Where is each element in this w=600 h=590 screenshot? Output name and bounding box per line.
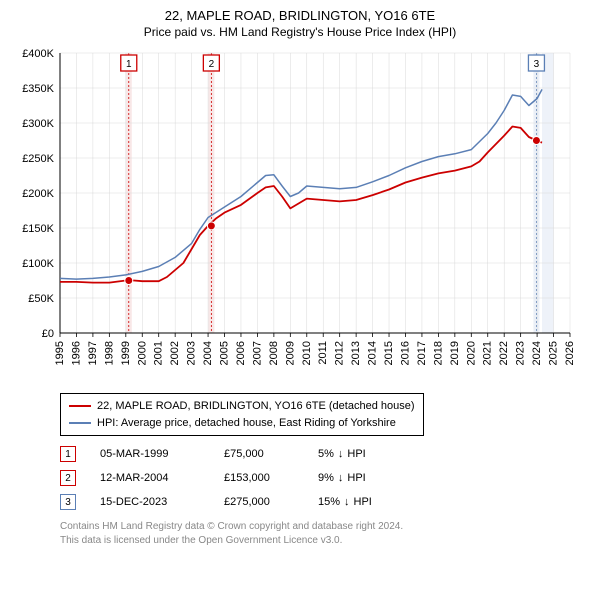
chart-subtitle: Price paid vs. HM Land Registry's House …: [12, 25, 588, 39]
footer-line-2: This data is licensed under the Open Gov…: [60, 534, 588, 548]
chart-header: 22, MAPLE ROAD, BRIDLINGTON, YO16 6TE Pr…: [12, 8, 588, 39]
sale-badge: 1: [60, 446, 76, 462]
sale-badge: 3: [60, 494, 76, 510]
svg-text:£300K: £300K: [22, 118, 54, 130]
svg-text:2014: 2014: [367, 341, 379, 365]
sale-price: £75,000: [224, 448, 294, 460]
svg-text:£400K: £400K: [22, 48, 54, 60]
arrow-down-icon: ↓: [338, 472, 344, 484]
legend-swatch: [69, 422, 91, 424]
svg-text:2007: 2007: [251, 341, 263, 365]
svg-text:2025: 2025: [548, 341, 560, 365]
svg-text:2023: 2023: [515, 341, 527, 365]
sale-row: 3 15-DEC-2023 £275,000 15% ↓ HPI: [60, 494, 588, 510]
svg-text:1999: 1999: [120, 341, 132, 365]
sale-delta: 9% ↓ HPI: [318, 472, 366, 484]
legend-item: 22, MAPLE ROAD, BRIDLINGTON, YO16 6TE (d…: [69, 398, 415, 415]
svg-text:2001: 2001: [153, 341, 165, 365]
svg-text:2008: 2008: [268, 341, 280, 365]
legend-item: HPI: Average price, detached house, East…: [69, 415, 415, 432]
svg-text:1997: 1997: [87, 341, 99, 365]
svg-text:2: 2: [209, 59, 215, 70]
svg-text:£200K: £200K: [22, 188, 54, 200]
sale-price: £153,000: [224, 472, 294, 484]
chart-title: 22, MAPLE ROAD, BRIDLINGTON, YO16 6TE: [12, 8, 588, 23]
sale-date: 05-MAR-1999: [100, 448, 200, 460]
svg-text:£0: £0: [42, 328, 54, 340]
sale-date: 15-DEC-2023: [100, 496, 200, 508]
svg-text:2000: 2000: [136, 341, 148, 365]
svg-text:2013: 2013: [350, 341, 362, 365]
svg-text:1998: 1998: [103, 341, 115, 365]
license-footer: Contains HM Land Registry data © Crown c…: [60, 520, 588, 548]
svg-text:2010: 2010: [301, 341, 313, 365]
svg-text:2004: 2004: [202, 341, 214, 365]
footer-line-1: Contains HM Land Registry data © Crown c…: [60, 520, 588, 534]
svg-text:2002: 2002: [169, 341, 181, 365]
svg-text:2016: 2016: [399, 341, 411, 365]
svg-text:2022: 2022: [498, 341, 510, 365]
svg-text:£50K: £50K: [28, 293, 54, 305]
legend-label: 22, MAPLE ROAD, BRIDLINGTON, YO16 6TE (d…: [97, 398, 415, 415]
svg-text:£350K: £350K: [22, 83, 54, 95]
legend: 22, MAPLE ROAD, BRIDLINGTON, YO16 6TE (d…: [60, 393, 424, 436]
sale-price: £275,000: [224, 496, 294, 508]
svg-text:2006: 2006: [235, 341, 247, 365]
svg-text:£150K: £150K: [22, 223, 54, 235]
arrow-down-icon: ↓: [344, 496, 350, 508]
svg-text:2019: 2019: [449, 341, 461, 365]
chart-area: £0 £50K £100K £150K £200K £250K £300K £350K £400…: [12, 45, 588, 385]
legend-label: HPI: Average price, detached house, East…: [97, 415, 396, 432]
svg-text:1996: 1996: [70, 341, 82, 365]
svg-text:1: 1: [126, 59, 132, 70]
svg-text:3: 3: [534, 59, 540, 70]
legend-swatch: [69, 405, 91, 407]
sales-table: 1 05-MAR-1999 £75,000 5% ↓ HPI 2 12-MAR-2004 £…: [60, 446, 588, 510]
sale-delta: 15% ↓ HPI: [318, 496, 372, 508]
svg-text:2018: 2018: [432, 341, 444, 365]
line-chart: £0 £50K £100K £150K £200K £250K £300K £350K £400…: [12, 45, 588, 385]
svg-text:2024: 2024: [531, 341, 543, 365]
svg-text:2015: 2015: [383, 341, 395, 365]
sale-row: 1 05-MAR-1999 £75,000 5% ↓ HPI: [60, 446, 588, 462]
sale-delta: 5% ↓ HPI: [318, 448, 366, 460]
svg-text:2026: 2026: [564, 341, 576, 365]
sale-row: 2 12-MAR-2004 £153,000 9% ↓ HPI: [60, 470, 588, 486]
svg-text:1995: 1995: [54, 341, 66, 365]
sale-badge: 2: [60, 470, 76, 486]
svg-text:2012: 2012: [334, 341, 346, 365]
svg-text:2020: 2020: [465, 341, 477, 365]
arrow-down-icon: ↓: [338, 448, 344, 460]
svg-text:2011: 2011: [317, 341, 329, 365]
svg-text:2005: 2005: [219, 341, 231, 365]
sale-date: 12-MAR-2004: [100, 472, 200, 484]
svg-text:2003: 2003: [186, 341, 198, 365]
svg-text:2009: 2009: [284, 341, 296, 365]
svg-text:£100K: £100K: [22, 258, 54, 270]
svg-text:2017: 2017: [416, 341, 428, 365]
svg-text:£250K: £250K: [22, 153, 54, 165]
svg-text:2021: 2021: [482, 341, 494, 365]
